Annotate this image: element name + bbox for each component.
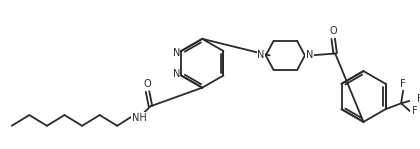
Text: O: O: [144, 79, 151, 89]
Text: O: O: [329, 26, 337, 36]
Text: N: N: [173, 69, 180, 79]
Text: N: N: [306, 51, 313, 60]
Text: N: N: [173, 48, 180, 58]
Text: N: N: [257, 51, 265, 60]
Text: NH: NH: [132, 113, 147, 123]
Text: F: F: [412, 106, 417, 116]
Text: F: F: [400, 79, 406, 89]
Text: F: F: [417, 94, 420, 104]
